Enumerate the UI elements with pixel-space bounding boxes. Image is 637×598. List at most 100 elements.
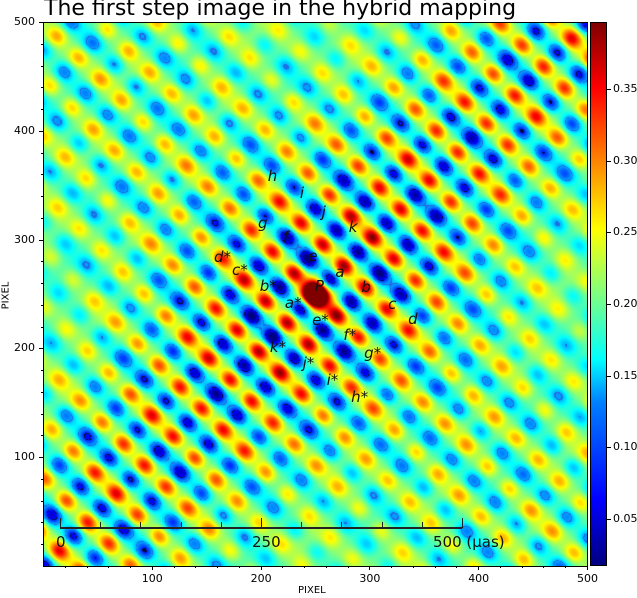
colorbar-tick-label: 0.35	[613, 82, 637, 96]
y-minor-tick	[41, 283, 43, 285]
x-tick-mark	[260, 566, 262, 570]
x-minor-tick	[130, 566, 132, 568]
x-minor-tick	[391, 566, 393, 568]
scale-bar-minor-tick	[421, 522, 423, 528]
colorbar-tick-mark	[607, 518, 611, 520]
y-tick-mark	[39, 348, 43, 350]
colorbar-tick-mark	[607, 304, 611, 306]
scale-bar-major-tick	[261, 518, 262, 528]
scale-bar-major-tick	[462, 518, 463, 528]
y-tick-label: 100	[14, 450, 35, 464]
scale-bar-minor-tick	[341, 522, 343, 528]
x-axis-label: PIXEL	[298, 585, 326, 596]
y-tick-mark	[39, 457, 43, 459]
x-minor-tick	[238, 566, 240, 568]
y-minor-tick	[41, 109, 43, 111]
annotation-label: k*	[269, 338, 287, 357]
x-tick-label: 200	[250, 572, 272, 585]
y-minor-tick	[41, 478, 43, 480]
y-minor-tick	[41, 65, 43, 67]
annotation-label: P	[314, 277, 324, 296]
x-minor-tick	[217, 566, 219, 568]
y-tick-label: 500	[14, 15, 35, 28]
chart-title: The first step image in the hybrid mappi…	[44, 0, 517, 21]
x-minor-tick	[64, 566, 66, 568]
y-minor-tick	[41, 217, 43, 219]
colorbar-tick-label: 0.10	[613, 440, 637, 454]
x-tick-mark	[478, 566, 480, 570]
colorbar-tick-label: 0.05	[613, 511, 637, 525]
colorbar-tick-label: 0.20	[613, 297, 637, 311]
x-tick-mark	[587, 566, 588, 570]
x-minor-tick	[543, 566, 545, 568]
scale-bar-minor-tick	[180, 522, 182, 528]
colorbar-tick-label: 0.15	[613, 368, 637, 382]
annotation-label: a*	[284, 293, 302, 312]
scale-bar-label: 250	[252, 533, 281, 551]
scale-bar-minor-tick	[301, 522, 303, 528]
scale-bar-minor-tick	[381, 522, 383, 528]
annotation-label: c*	[232, 261, 248, 280]
x-tick-label: 400	[468, 572, 490, 585]
y-minor-tick	[41, 500, 43, 502]
y-tick-mark	[39, 22, 43, 23]
colorbar-tick-label: 0.25	[613, 225, 637, 239]
annotation-label: j	[321, 203, 326, 222]
x-minor-tick	[521, 566, 523, 568]
x-tick-label: 100	[141, 572, 163, 585]
y-tick-label: 200	[14, 341, 35, 355]
colorbar-tick-label: 0.30	[613, 153, 637, 167]
x-minor-tick	[173, 566, 175, 568]
y-minor-tick	[41, 43, 43, 45]
x-minor-tick	[565, 566, 567, 568]
annotation-label: g	[258, 214, 268, 233]
x-minor-tick	[282, 566, 284, 568]
colorbar-tick-mark	[607, 160, 611, 162]
y-minor-tick	[41, 152, 43, 154]
annotation-label: b	[361, 278, 371, 297]
x-minor-tick	[434, 566, 436, 568]
x-minor-tick	[347, 566, 349, 568]
x-minor-tick	[304, 566, 306, 568]
y-minor-tick	[41, 544, 43, 546]
annotation-label: e	[308, 246, 318, 265]
y-minor-tick	[41, 522, 43, 524]
scale-bar-label: 500 (μas)	[433, 533, 505, 551]
y-minor-tick	[41, 413, 43, 415]
x-minor-tick	[195, 566, 197, 568]
scale-bar-minor-tick	[100, 522, 102, 528]
heatmap-image	[43, 22, 587, 566]
y-tick-mark	[39, 239, 43, 241]
x-minor-tick	[325, 566, 327, 568]
x-minor-tick	[499, 566, 501, 568]
colorbar-tick-mark	[607, 89, 611, 91]
annotation-label: k	[348, 217, 358, 236]
annotation-label: g*	[364, 343, 382, 362]
x-minor-tick	[86, 566, 88, 568]
annotation-label: f	[282, 228, 289, 247]
y-axis-label: PIXEL	[0, 281, 12, 310]
colorbar-tick-mark	[607, 447, 611, 449]
scale-bar-minor-tick	[140, 522, 142, 528]
x-tick-mark	[369, 566, 371, 570]
annotation-label: i	[299, 183, 305, 202]
annotation-label: h*	[351, 388, 369, 407]
y-minor-tick	[41, 326, 43, 328]
y-tick-mark	[39, 130, 43, 132]
scale-bar-label: 0	[56, 533, 66, 551]
y-minor-tick	[41, 174, 43, 176]
colorbar	[590, 22, 607, 566]
x-minor-tick	[456, 566, 458, 568]
annotation-label: f*	[343, 326, 357, 345]
colorbar-tick-mark	[607, 375, 611, 377]
annotation-label: h	[267, 167, 278, 186]
x-minor-tick	[108, 566, 110, 568]
y-minor-tick	[41, 87, 43, 89]
annotation-label: i*	[326, 370, 339, 389]
x-tick-mark	[151, 566, 153, 570]
annotation-label: b*	[259, 277, 277, 296]
y-tick-label: 400	[14, 123, 35, 137]
colorbar-tick-mark	[607, 232, 611, 234]
x-minor-tick	[412, 566, 414, 568]
